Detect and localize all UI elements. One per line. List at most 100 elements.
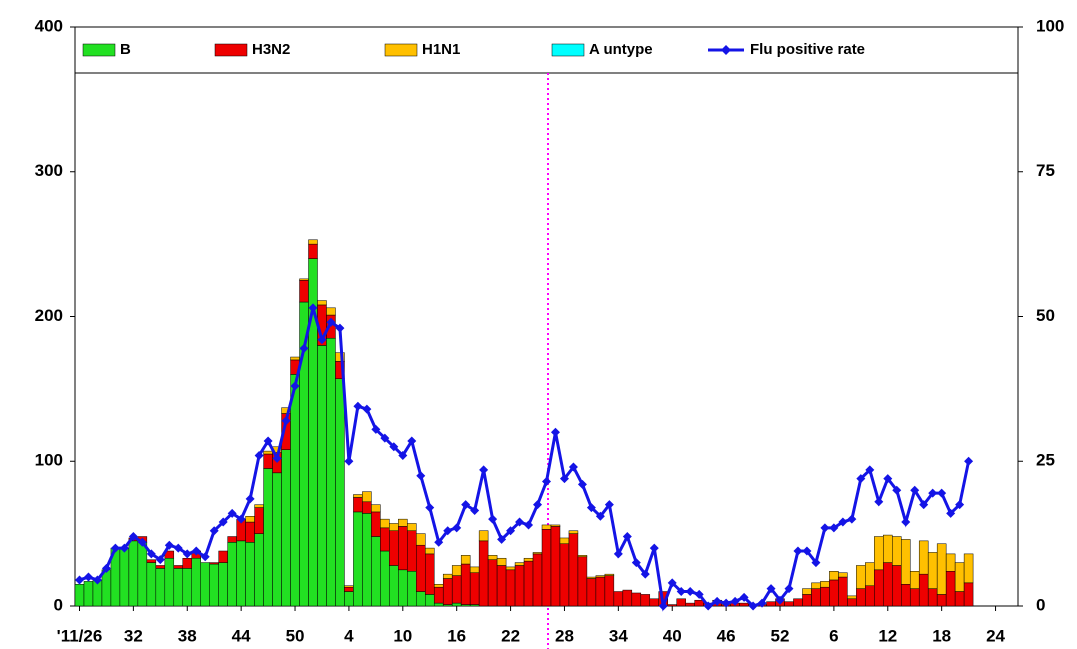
bar-segment [371,536,381,607]
bar-segment [263,453,273,469]
bar-segment [802,588,812,595]
bar-segment [137,542,148,607]
rate-marker [452,523,462,533]
rate-marker [389,442,399,452]
bar-segment [389,530,399,566]
bar-segment [227,536,237,543]
bar-segment [353,511,363,607]
bar-segment [847,595,857,600]
rate-marker [937,488,947,498]
rate-marker [856,474,866,484]
bar-segment [954,562,965,592]
rate-marker [290,381,300,391]
x-tick-label: 32 [124,626,143,645]
rate-marker [811,558,821,568]
bar-segment [416,591,426,607]
bar-segment [299,278,309,281]
bar-segment [362,513,372,607]
bar-segment [469,572,480,605]
legend-swatch [384,43,418,57]
bar-segment [945,571,956,607]
rate-marker [263,436,273,446]
bar-segment [883,562,893,607]
rate-marker [739,592,749,602]
rate-marker [550,427,560,437]
rate-marker [416,471,426,481]
x-tick-label: 34 [609,626,628,645]
rate-marker [299,343,309,353]
bar-segment [317,345,327,607]
rate-marker [604,500,614,510]
bar-segment [577,556,588,607]
rate-marker [128,532,138,542]
bar-segment [335,378,345,607]
rate-marker [748,601,758,611]
bar-segment [487,555,498,560]
bar-segment [820,586,830,607]
rate-marker [254,450,264,460]
bar-segment [272,472,282,607]
bar-segment [865,585,875,607]
rate-marker [344,456,354,466]
rate-marker [559,474,569,484]
bar-segment [362,491,372,503]
rate-marker [515,517,525,527]
rate-marker [362,404,372,414]
bar-segment [227,542,237,607]
x-tick-label: 16 [447,626,466,645]
rate-marker [883,474,893,484]
legend-label: A untype [589,41,653,58]
bar-segment [353,494,363,498]
bar-segment [317,300,327,306]
bar-segment [245,516,255,523]
bar-segment [847,598,857,607]
rate-marker [901,517,911,527]
bar-segment [927,588,938,607]
bar-segment [541,529,552,607]
rate-marker [218,517,228,527]
rate-marker [775,595,785,605]
rate-marker [236,514,246,524]
bar-segment [425,553,435,595]
bar-segment [173,568,184,607]
rate-marker [164,540,174,550]
rate-marker [928,488,938,498]
rate-marker [425,503,435,513]
bar-segment [496,557,507,566]
bar-segment [155,565,166,569]
rate-marker [146,549,156,559]
bar-segment [209,562,219,565]
bar-segment [433,586,444,604]
rate-marker [712,596,722,606]
bar-segment [263,450,273,455]
bar-segment [101,569,112,607]
bar-segment [146,562,157,607]
x-tick-label: 40 [663,626,682,645]
bar-segment [559,537,570,545]
rate-marker [667,578,677,588]
bar-segment [371,511,381,537]
bar-segment [631,592,642,607]
y2-tick-label: 100 [1036,16,1064,35]
bar-segment [433,584,444,588]
bar-segment [119,547,130,607]
rate-marker [721,598,731,608]
bar-segment [398,518,408,527]
rate-marker [730,596,740,606]
bar-segment [523,560,534,607]
legend-label: Flu positive rate [750,41,865,58]
bar-segment [209,563,219,607]
rate-marker [946,508,956,518]
rate-marker [802,546,812,556]
y-tick-label: 400 [35,16,63,35]
bar-segment [811,582,821,589]
x-tick-label: 44 [232,626,251,645]
bar-segment [595,575,606,578]
bar-segment [505,566,516,571]
bar-segment [838,572,848,578]
bar-segment [218,550,228,563]
bar-segment [487,559,498,607]
x-tick-label: 12 [878,626,897,645]
rate-marker [110,543,120,553]
rate-marker [676,587,686,597]
